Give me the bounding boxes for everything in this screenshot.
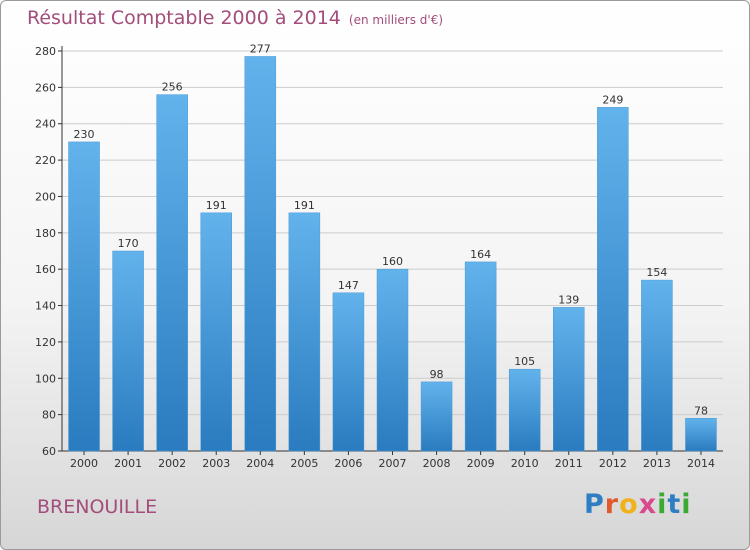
- x-tick-label-2003: 2003: [202, 457, 230, 470]
- value-label-2009: 164: [470, 248, 491, 261]
- x-tick-label-2006: 2006: [334, 457, 362, 470]
- value-label-2012: 249: [602, 93, 623, 106]
- value-label-2002: 256: [162, 81, 183, 94]
- logo-letter: i: [657, 489, 668, 520]
- value-label-2007: 160: [382, 255, 403, 268]
- bar-2008: [420, 381, 453, 452]
- x-tick-label-2002: 2002: [158, 457, 186, 470]
- value-label-2004: 277: [250, 42, 271, 55]
- y-tick-label: 240: [35, 118, 56, 131]
- value-label-2013: 154: [646, 266, 667, 279]
- bar-2009: [464, 261, 497, 452]
- x-tick-label-2000: 2000: [70, 457, 98, 470]
- bar-2014: [685, 418, 717, 452]
- logo-letter: o: [619, 489, 639, 520]
- value-label-2014: 78: [694, 404, 708, 417]
- bar-2011: [553, 307, 585, 452]
- bars: [68, 56, 717, 452]
- bar-2001: [112, 250, 144, 452]
- value-label-2003: 191: [206, 199, 227, 212]
- value-label-2011: 139: [558, 293, 579, 306]
- y-tick-label: 280: [35, 45, 56, 58]
- logo-letter: i: [681, 489, 692, 520]
- y-tick-label: 160: [35, 263, 56, 276]
- y-tick-label: 60: [42, 445, 56, 458]
- commune-name: BRENOUILLE: [37, 496, 158, 518]
- y-tick-label: 100: [35, 372, 56, 385]
- value-label-2000: 230: [74, 128, 95, 141]
- x-tick-label-2008: 2008: [423, 457, 451, 470]
- logo-letter: t: [667, 489, 682, 520]
- bar-2003: [200, 212, 232, 452]
- bar-2004: [244, 56, 277, 452]
- bar-2006: [332, 292, 365, 452]
- labels: 60 80 100 120 140 160 180 200 220 240 260 280 230 200…: [35, 42, 715, 470]
- bar-2012: [597, 107, 629, 452]
- x-tick-label-2014: 2014: [687, 457, 715, 470]
- chart-title: Résultat Comptable 2000 à 2014 (en millie…: [27, 7, 443, 29]
- bar-2000: [68, 141, 100, 452]
- x-tick-label-2001: 2001: [114, 457, 142, 470]
- x-tick-label-2011: 2011: [555, 457, 583, 470]
- x-tick-label-2004: 2004: [246, 457, 274, 470]
- value-label-2008: 98: [430, 368, 444, 381]
- bar-2002: [156, 94, 188, 452]
- x-tick-label-2007: 2007: [379, 457, 407, 470]
- bar-2013: [641, 279, 673, 452]
- x-tick-label-2009: 2009: [467, 457, 495, 470]
- proxiti-logo[interactable]: Proxiti: [584, 489, 692, 520]
- x-tick-label-2013: 2013: [643, 457, 671, 470]
- y-tick-label: 80: [42, 409, 56, 422]
- value-label-2005: 191: [294, 199, 315, 212]
- y-tick-label: 200: [35, 190, 56, 203]
- y-tick-label: 180: [35, 227, 56, 240]
- logo-letter: r: [604, 489, 620, 520]
- chart-title-text: Résultat Comptable 2000 à 2014: [27, 7, 341, 29]
- bar-2005: [288, 212, 321, 452]
- x-tick-label-2012: 2012: [599, 457, 627, 470]
- value-label-2006: 147: [338, 279, 359, 292]
- y-tick-label: 140: [35, 300, 56, 313]
- y-tick-label: 260: [35, 81, 56, 94]
- logo-letter: P: [584, 489, 605, 520]
- chart-subtitle: (en milliers d'€): [348, 13, 444, 27]
- y-tick-label: 220: [35, 154, 56, 167]
- x-tick-label-2005: 2005: [290, 457, 318, 470]
- bar-2010: [508, 368, 541, 452]
- x-tick-label-2010: 2010: [511, 457, 539, 470]
- logo-letter: x: [638, 489, 658, 520]
- bar-2007: [376, 268, 409, 452]
- value-label-2001: 170: [118, 237, 139, 250]
- value-label-2010: 105: [514, 355, 535, 368]
- y-tick-label: 120: [35, 336, 56, 349]
